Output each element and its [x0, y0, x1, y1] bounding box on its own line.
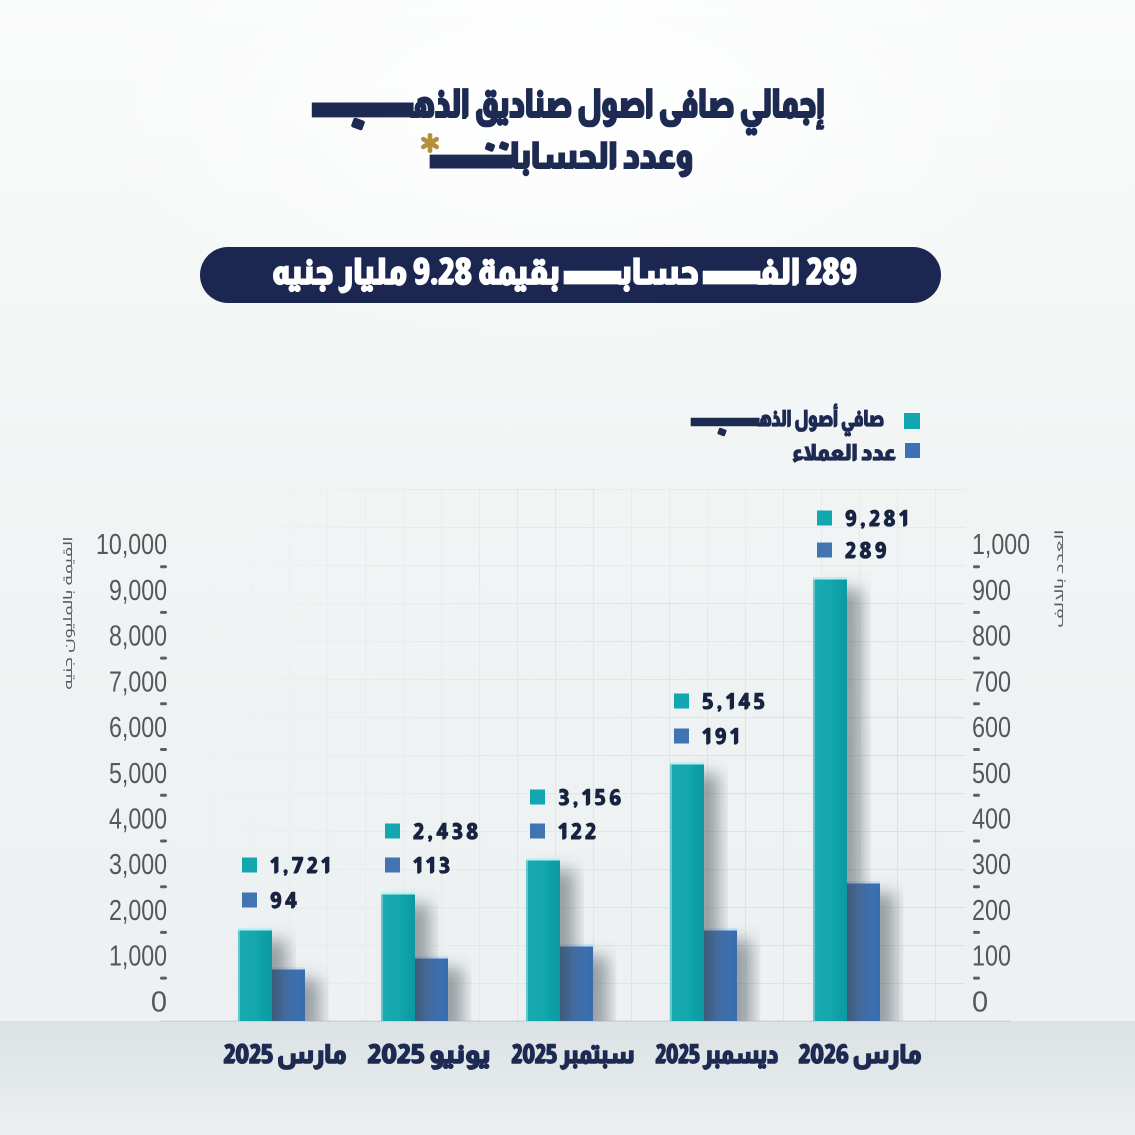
svg-text:3,000: 3,000 [109, 849, 167, 881]
svg-text:6,000: 6,000 [109, 712, 167, 744]
svg-text:900: 900 [972, 575, 1011, 607]
svg-text:800: 800 [972, 621, 1011, 653]
svg-text:1,000: 1,000 [109, 941, 167, 973]
svg-text:2,000: 2,000 [109, 895, 167, 927]
svg-text:400: 400 [972, 804, 1011, 836]
svg-text:8,000: 8,000 [109, 621, 167, 653]
svg-text:7,000: 7,000 [109, 666, 167, 698]
svg-text:0: 0 [151, 986, 167, 1018]
svg-text:100: 100 [972, 941, 1011, 973]
svg-text:200: 200 [972, 895, 1011, 927]
svg-text:300: 300 [972, 849, 1011, 881]
svg-text:1,000: 1,000 [972, 529, 1030, 561]
svg-text:10,000: 10,000 [96, 529, 167, 561]
svg-text:0: 0 [972, 986, 988, 1018]
svg-text:9,000: 9,000 [109, 575, 167, 607]
svg-text:700: 700 [972, 666, 1011, 698]
svg-text:600: 600 [972, 712, 1011, 744]
svg-text:5,000: 5,000 [109, 758, 167, 790]
svg-text:500: 500 [972, 758, 1011, 790]
svg-text:4,000: 4,000 [109, 804, 167, 836]
